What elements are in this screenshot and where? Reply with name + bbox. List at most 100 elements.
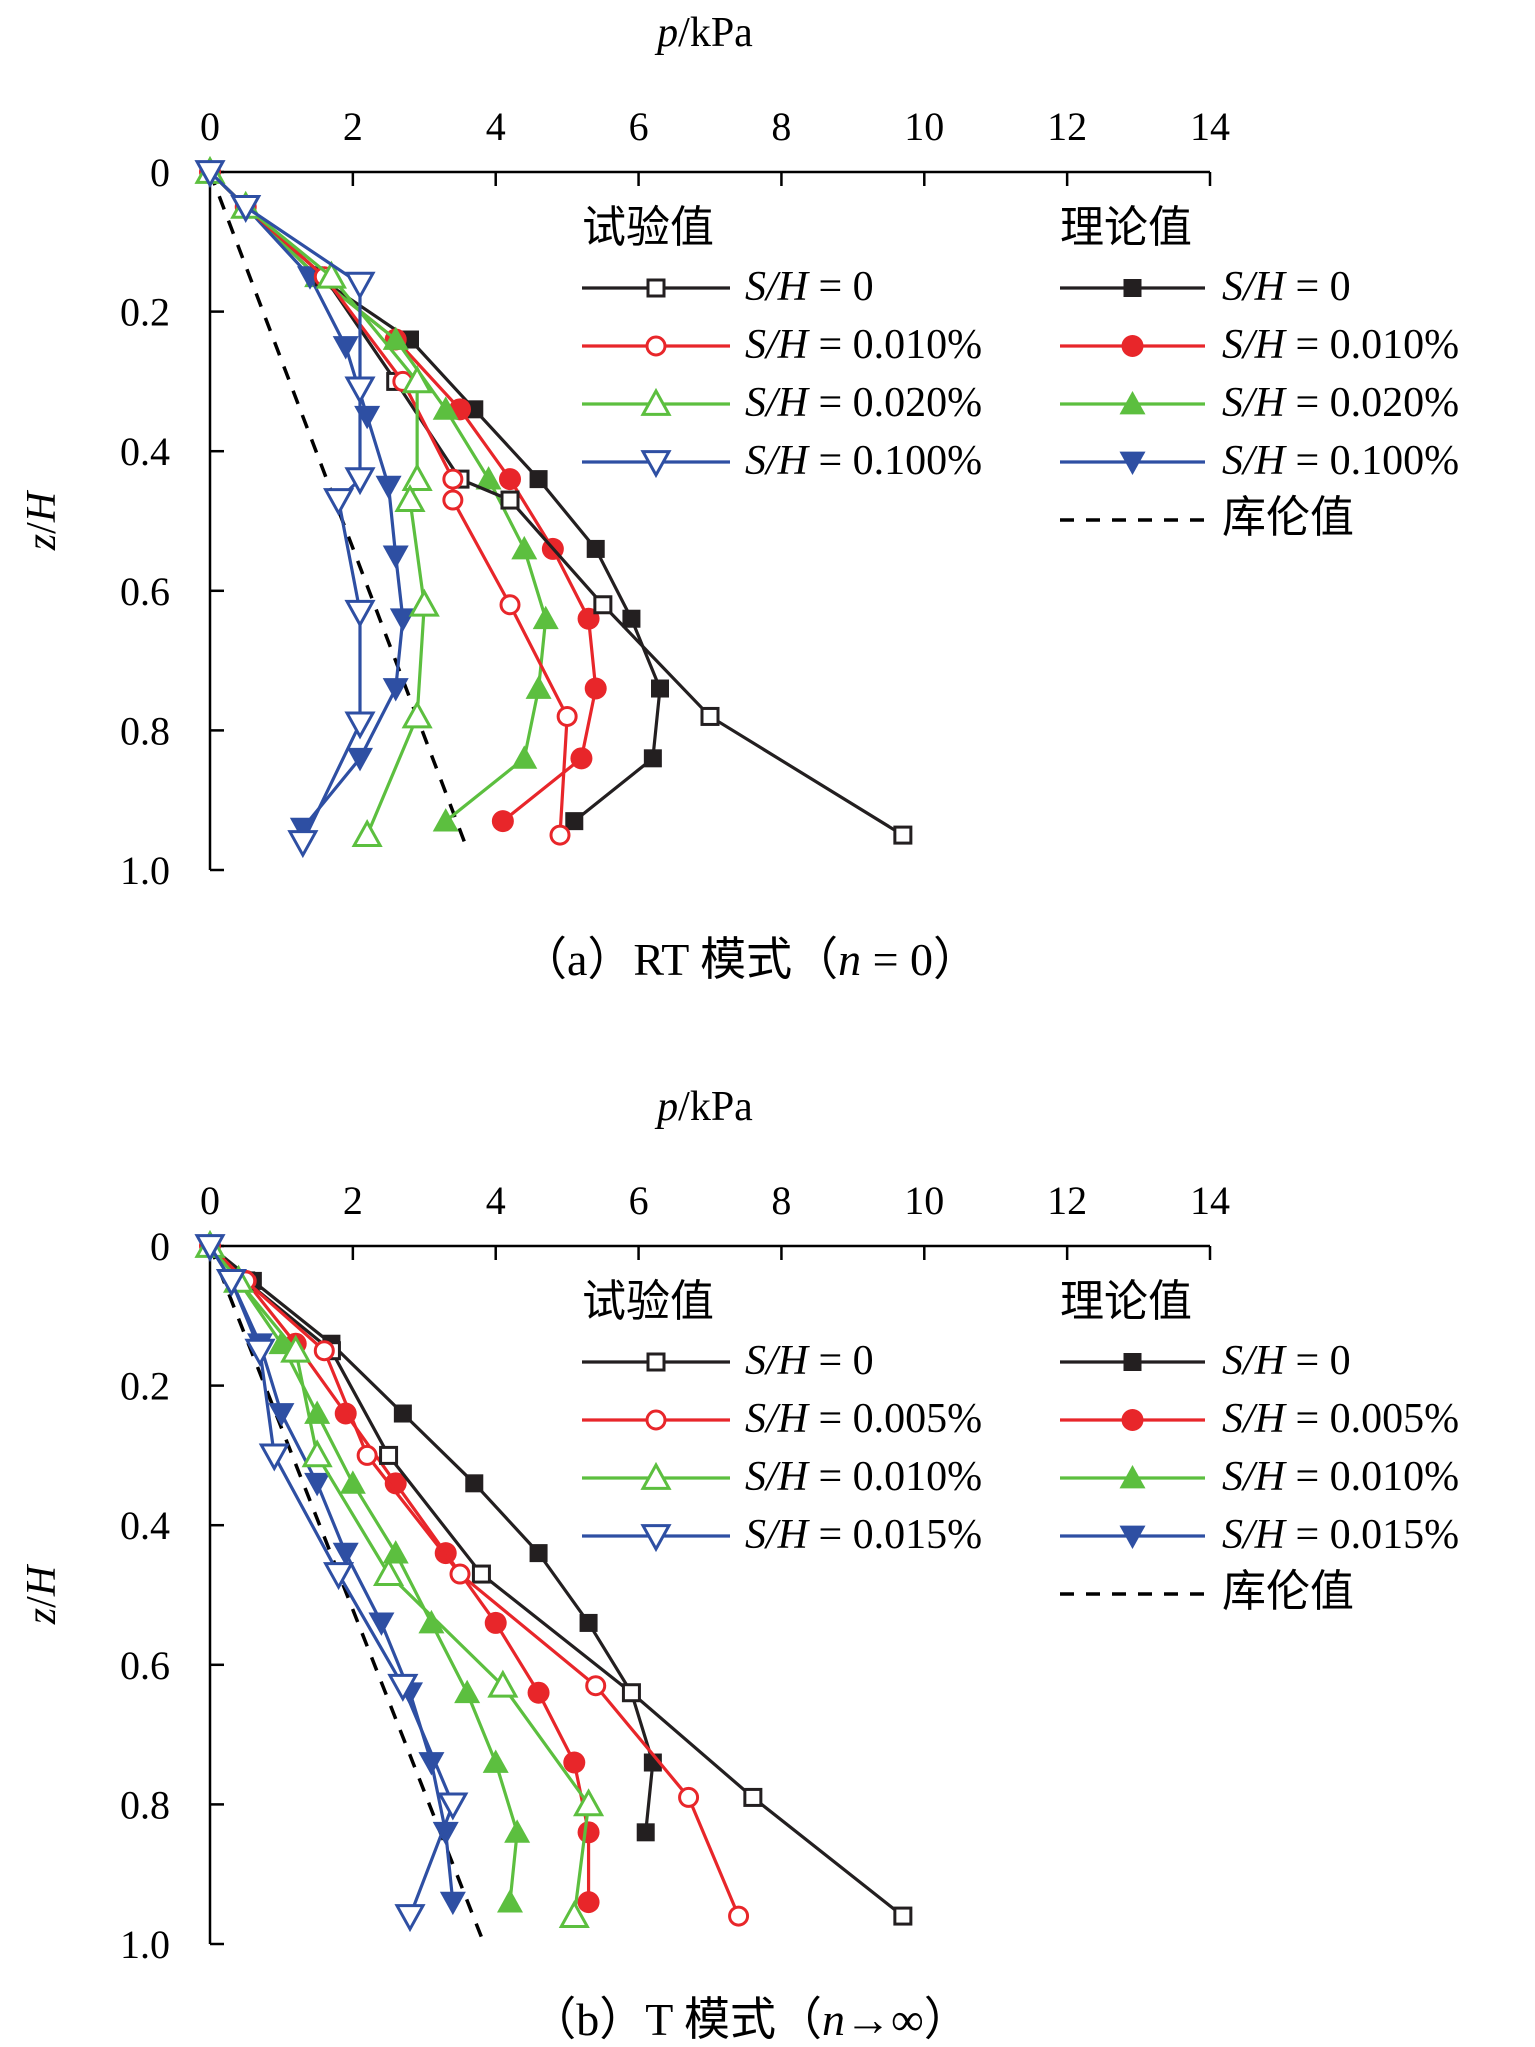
x-axis-title-unit: /kPa [678,1084,753,1130]
legend-label-value: = 0 [808,1338,874,1384]
theory-series-1 [199,161,607,833]
test-point [244,1338,276,1367]
test-point [401,365,433,394]
theory-point [577,1821,600,1844]
legend-label-value: = 0.010% [1285,1454,1459,1500]
legend-label: S/H = 0.015% [1222,1512,1459,1558]
theory-point [332,1542,359,1567]
theory-point [570,747,593,770]
theory-line [208,170,598,823]
test-point [549,824,571,846]
test-point [194,1234,226,1263]
theory-point [586,539,605,558]
theory-point [289,817,316,842]
theory-point [484,1611,507,1634]
y-tick-label: 0.6 [120,569,170,614]
test-point [573,1788,605,1817]
theory-point [643,749,662,768]
legend-label-var: S/H [1222,264,1288,310]
legend-label-var: S/H [1222,322,1288,368]
theory-point [529,1544,548,1563]
theory-point [418,1752,445,1776]
test-line [208,1245,455,1917]
theory-line [208,170,662,823]
theory-point [332,336,359,360]
y-axis-title-sep: / [19,522,65,534]
theory-series-0 [201,163,669,831]
legend-marker [640,1461,672,1490]
x-tick-label: 0 [200,104,220,149]
legend-label-var: S/H [745,322,811,368]
test-point [215,1269,247,1297]
y-axis-title: z/H [19,489,65,551]
theory-point [418,1609,445,1634]
y-tick-label: 0.2 [120,290,170,335]
legend-marker [640,450,672,479]
test-series-2 [194,155,440,847]
test-point [401,463,433,492]
theory-series-3 [197,161,416,842]
legend-marker [645,335,667,357]
y-axis-title-var2: H [19,489,65,523]
legend-test-header: 试验值 [582,203,714,252]
legend-label: S/H = 0 [1222,1338,1351,1384]
caption-var: n [822,1994,845,2045]
legend-marker [1123,279,1142,297]
legend-label-var: S/H [745,380,811,426]
legend-label-value: = 0.020% [1285,380,1459,426]
test-series-3 [194,160,376,859]
legend-label: S/H = 0.005% [745,1396,982,1442]
legend-label: S/H = 0.010% [745,322,982,368]
x-tick-label: 6 [629,104,649,149]
test-point [379,1445,399,1465]
theory-point [382,545,409,569]
theory-point [527,1681,550,1704]
test-point [442,468,464,490]
test-point [230,195,262,223]
test-point [678,1786,700,1808]
legend-marker [1119,1465,1146,1489]
theory-point [268,1403,295,1427]
legend-label-value: = 0.015% [1285,1512,1459,1558]
legend-label: S/H = 0.010% [1222,322,1459,368]
theory-point [432,396,459,420]
x-tick-label: 12 [1047,104,1087,149]
theory-point [563,1751,586,1774]
test-point [621,1683,641,1703]
theory-point [475,466,502,490]
theory-point [382,326,409,350]
legend-label-value: = 0.005% [808,1396,982,1442]
y-axis-title-sep: / [19,1596,65,1608]
test-series-3 [194,1234,469,1933]
legend-label-value: = 0.015% [808,1512,982,1558]
legend-label: S/H = 0.100% [745,438,982,484]
theory-point [499,468,521,491]
test-point [700,706,720,726]
legend-label-value: = 0.010% [1285,322,1459,368]
theory-point [584,677,607,700]
test-point [323,1562,355,1591]
test-point [351,819,383,847]
test-point [258,1443,290,1472]
panel-caption: （b）T 模式（n→∞） [530,1994,970,2045]
legend-label-var: S/H [1222,1396,1288,1442]
theory-point [382,1540,409,1564]
theory-point [497,1889,523,1913]
y-tick-label: 0.6 [120,1643,170,1688]
theory-point [532,605,559,630]
theory-point [525,675,552,699]
test-point [313,1340,335,1362]
legend-label-var: S/H [745,1396,811,1442]
y-tick-label: 0 [150,150,170,195]
theory-point [375,475,402,500]
legend-label-value: = 0 [808,264,874,310]
y-axis-title: z/H [19,1563,65,1625]
test-point [394,483,426,512]
legend-label-value: = 0.010% [808,1454,982,1500]
legend-marker [1119,451,1146,475]
theory-point [622,609,641,628]
legend-label-var: S/H [1222,1338,1288,1384]
theory-point [347,747,373,772]
test-line [208,1244,741,1917]
